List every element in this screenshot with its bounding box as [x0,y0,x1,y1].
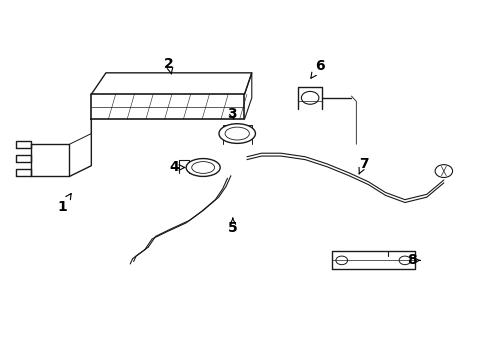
Text: 1: 1 [57,194,71,214]
Text: 3: 3 [227,107,237,121]
Text: 5: 5 [227,218,237,235]
Text: 2: 2 [164,57,174,74]
Text: 6: 6 [310,59,324,78]
Ellipse shape [219,124,255,143]
Ellipse shape [186,158,220,176]
Text: 8: 8 [407,253,419,267]
Text: 7: 7 [358,157,367,174]
Text: 4: 4 [169,161,184,175]
